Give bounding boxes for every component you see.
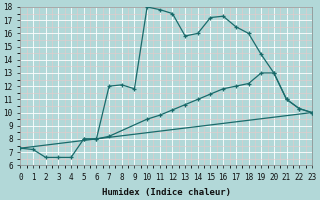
X-axis label: Humidex (Indice chaleur): Humidex (Indice chaleur) [102, 188, 231, 197]
